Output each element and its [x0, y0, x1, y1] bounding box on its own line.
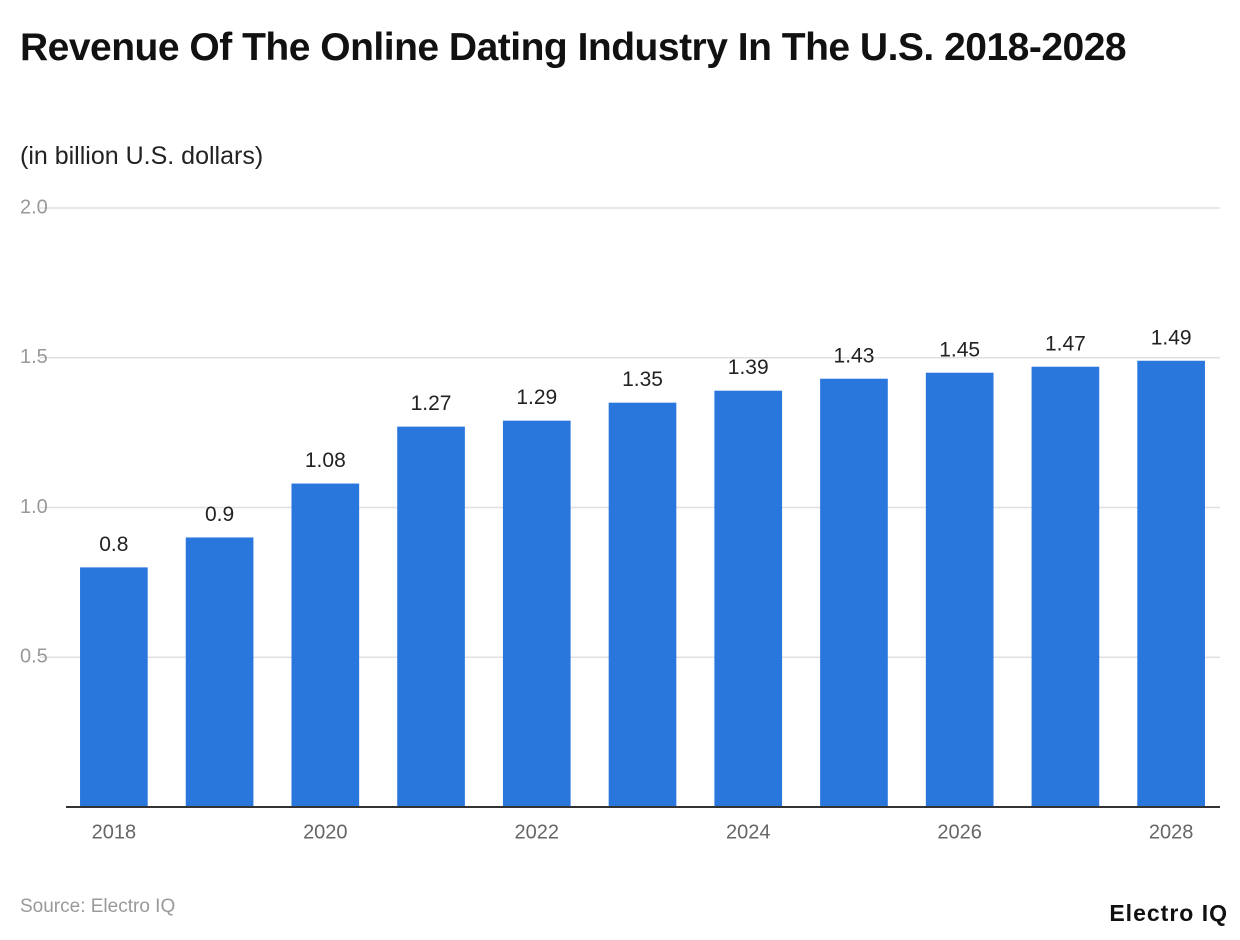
bar [291, 483, 360, 807]
chart-title: Revenue Of The Online Dating Industry In… [20, 26, 1127, 69]
bar [185, 537, 254, 807]
bar [820, 378, 888, 807]
y-tick-label: 0.5 [20, 646, 48, 668]
y-tick-label: 2.0 [20, 196, 48, 218]
value-label: 1.47 [1045, 332, 1086, 355]
value-label: 0.9 [205, 503, 234, 526]
bar [80, 567, 148, 807]
value-label: 0.8 [99, 533, 128, 556]
value-label: 1.35 [622, 368, 663, 391]
source-note: Source: Electro IQ [20, 896, 176, 917]
value-label: 1.45 [939, 338, 980, 361]
x-tick-label: 2028 [1149, 821, 1194, 843]
value-label: 1.49 [1151, 326, 1192, 349]
value-label: 1.39 [728, 356, 769, 379]
x-tick-label: 2020 [303, 821, 348, 843]
x-tick-label: 2022 [515, 821, 560, 843]
bar [397, 426, 465, 807]
y-tick-label: 1.0 [20, 496, 48, 518]
y-tick-label: 1.5 [20, 346, 48, 368]
bar [1137, 360, 1205, 807]
x-tick-label: 2018 [92, 821, 137, 843]
value-label: 1.08 [305, 449, 346, 472]
value-label: 1.27 [411, 392, 452, 415]
value-label: 1.43 [834, 344, 875, 367]
brand-logo: Electro IQ [1109, 900, 1228, 926]
bar [714, 390, 783, 807]
bar [925, 372, 994, 807]
bar [502, 420, 571, 807]
x-tick-label: 2024 [726, 821, 771, 843]
chart-subtitle: (in billion U.S. dollars) [20, 142, 264, 170]
value-label: 1.29 [516, 386, 557, 409]
bar [1031, 366, 1100, 807]
bar [608, 402, 677, 807]
chart: 0.5 1.0 1.5 2.0 2018 0.8 0.9 2020 1.08 1.27 2022 1.… [20, 196, 1220, 843]
x-tick-label: 2026 [937, 821, 982, 843]
